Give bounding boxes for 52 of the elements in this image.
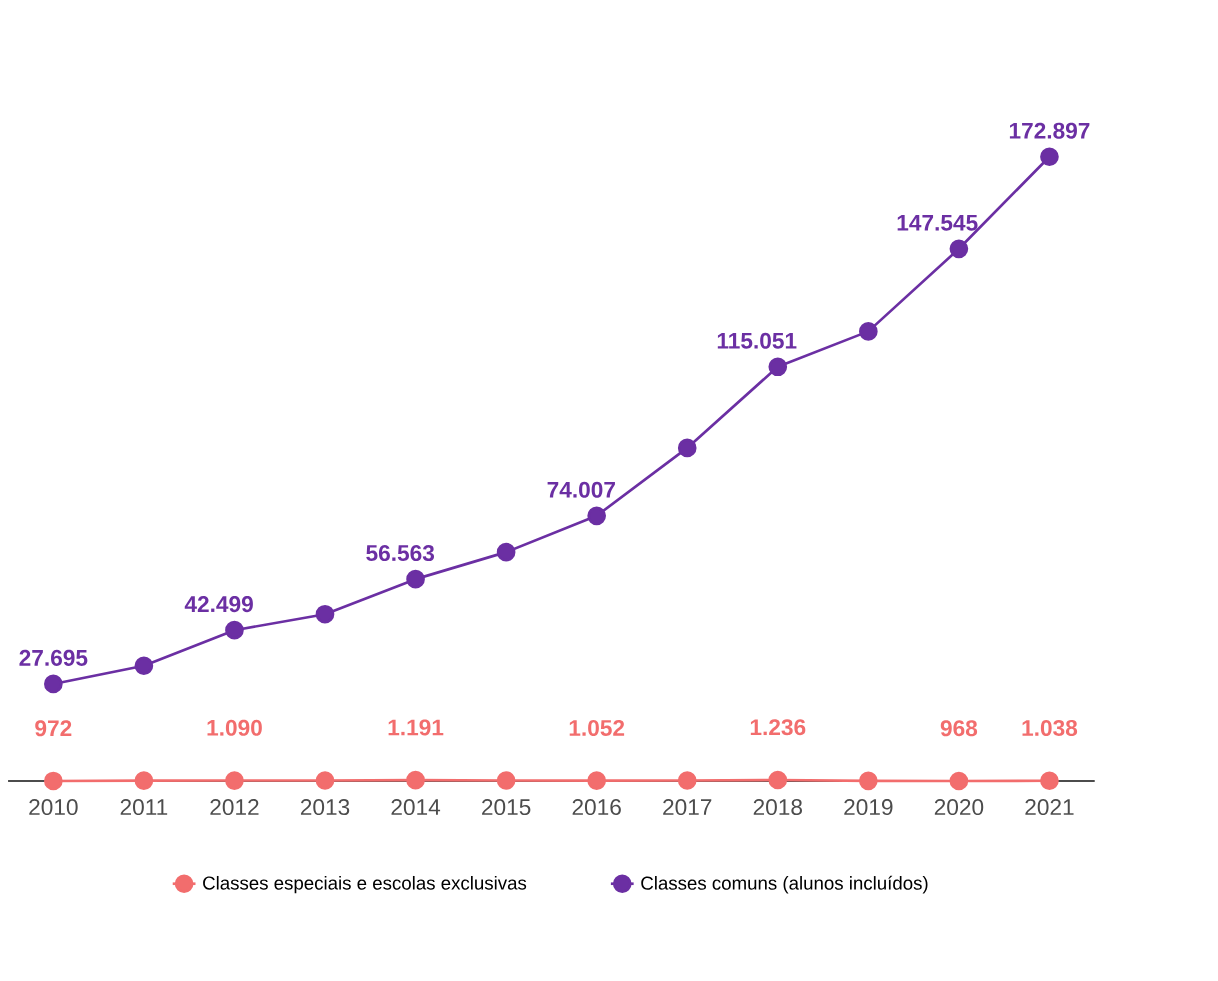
point [315,771,335,790]
x-tick-label: 2012 [210,799,259,816]
point [859,771,878,791]
data-label: 1.090 [207,719,262,736]
point [44,771,63,791]
point [134,771,154,791]
point [315,604,335,624]
data-label: 74.007 [547,481,615,498]
point [44,674,63,694]
point [768,357,788,377]
point [677,771,697,790]
point [496,771,516,790]
point [587,506,607,526]
x-tick-label: 2020 [934,799,984,816]
point [225,620,244,640]
point [859,322,878,341]
x-tick-label: 2018 [753,799,802,816]
data-label: 1.191 [388,719,444,736]
data-label: 27.695 [19,649,88,666]
data-label: 115.051 [717,332,797,349]
point [496,542,516,562]
point [406,569,425,589]
data-label: 56.563 [366,545,435,562]
data-label: 1.038 [1022,719,1078,737]
point [225,771,244,790]
legend-label: Classes comuns (alunos incluídos) [641,875,928,894]
x-tick-label: 2013 [300,799,350,816]
data-label: 172.897 [1009,122,1090,139]
x-tick-label: 2010 [29,799,78,816]
point [768,770,788,790]
x-tick-label: 2015 [482,799,531,816]
x-tick-label: 2019 [844,799,893,816]
legend-label: Classes especiais e escolas exclusivas [203,875,527,894]
x-tick-label: 2014 [391,799,441,816]
data-label: 1.236 [750,719,806,736]
point [1040,771,1059,791]
point [406,770,425,790]
data-label: 972 [35,720,72,737]
point [677,438,697,458]
data-label: 968 [940,720,978,737]
x-tick-label: 2021 [1025,799,1074,816]
point [949,239,969,259]
data-label: 42.499 [184,596,253,613]
x-tick-label: 2011 [120,799,168,816]
point [949,771,969,791]
data-label: 1.052 [569,719,625,736]
x-tick-label: 2016 [572,799,621,816]
data-label: 147.545 [897,214,978,231]
point [587,771,607,791]
point [1040,147,1059,167]
point [134,656,154,676]
x-tick-label: 2017 [663,799,712,816]
